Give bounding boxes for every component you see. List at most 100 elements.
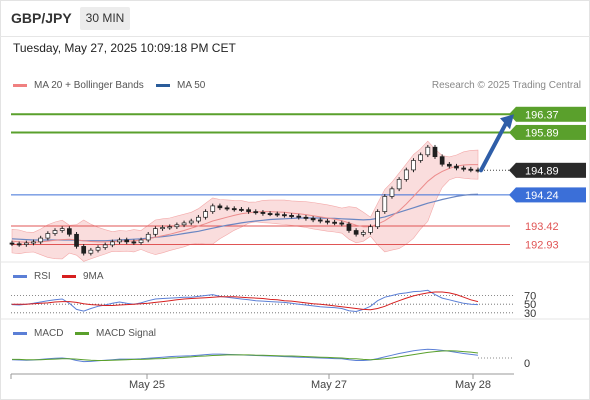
x-tick-label-2: May 28 bbox=[455, 379, 491, 391]
candle-body bbox=[160, 227, 165, 230]
candle-body bbox=[353, 230, 359, 235]
candle-body bbox=[95, 247, 101, 251]
candle-body bbox=[210, 205, 216, 212]
level-tag-195-89 bbox=[516, 124, 586, 140]
candle-body bbox=[23, 242, 29, 245]
legend-macd-label: MACD bbox=[34, 328, 64, 339]
chart-header: GBP/JPY 30 MIN bbox=[0, 0, 590, 37]
level-label-195-89: 195.89 bbox=[525, 127, 559, 139]
legend-macd-signal: MACD Signal bbox=[75, 328, 156, 339]
candle-body bbox=[131, 241, 137, 244]
candle-body bbox=[52, 230, 58, 234]
candle-body bbox=[339, 222, 345, 225]
candle-body bbox=[274, 213, 280, 216]
candle-body bbox=[418, 154, 423, 161]
candle-body bbox=[153, 228, 158, 235]
candle-body bbox=[88, 249, 94, 254]
rsi-level-label-30: 30 bbox=[524, 308, 536, 320]
x-tick-label-1: May 27 bbox=[311, 379, 347, 391]
candle-body bbox=[196, 216, 201, 222]
candle-body bbox=[325, 220, 330, 223]
candle-body bbox=[31, 241, 36, 244]
legend-rsi-label: RSI bbox=[34, 271, 51, 282]
forecast-arrow-head bbox=[500, 114, 514, 130]
candle-body bbox=[74, 233, 79, 247]
candle-body bbox=[174, 224, 180, 228]
level-tag-194-89 bbox=[516, 162, 586, 178]
candle-body bbox=[67, 228, 72, 235]
candle-body bbox=[454, 165, 459, 169]
candle-body bbox=[296, 215, 302, 218]
candle-body bbox=[396, 179, 402, 190]
legend-macd-swatch bbox=[13, 332, 27, 335]
candle-body bbox=[167, 226, 173, 229]
candle-body bbox=[461, 167, 467, 170]
level-tag-194-24 bbox=[516, 187, 586, 203]
candle-body bbox=[246, 209, 251, 212]
rsi-ma-line bbox=[12, 291, 479, 311]
level-label-192-93: 192.93 bbox=[525, 240, 559, 252]
candle-body bbox=[145, 233, 151, 241]
macd-signal-line bbox=[12, 350, 479, 361]
rsi-level-label-50: 50 bbox=[524, 299, 536, 311]
legend-ma50: MA 50 bbox=[156, 80, 205, 91]
candle-body bbox=[389, 188, 395, 197]
candle-body bbox=[468, 168, 474, 171]
candle-body bbox=[446, 163, 452, 167]
x-tick-label-0: May 25 bbox=[129, 379, 165, 391]
bollinger-band bbox=[11, 140, 479, 262]
candle-body bbox=[332, 221, 337, 224]
timeframe-button[interactable]: 30 MIN bbox=[80, 7, 130, 30]
legend-macd-signal-label: MACD Signal bbox=[96, 328, 157, 339]
macd-zero-label: 0 bbox=[524, 358, 530, 370]
timestamp: Tuesday, May 27, 2025 10:09:18 PM CET bbox=[13, 41, 236, 55]
candle-body bbox=[425, 146, 431, 156]
legend-ma20: MA 20 + Bollinger Bands bbox=[13, 80, 144, 91]
legend-ma20-swatch bbox=[13, 84, 27, 87]
level-tag-pointer bbox=[509, 162, 516, 178]
candle-body bbox=[231, 208, 237, 211]
ma50-line bbox=[11, 193, 479, 242]
level-tag-pointer bbox=[509, 124, 516, 140]
candle-body bbox=[110, 241, 115, 246]
ma20-line bbox=[11, 164, 478, 243]
level-tag-pointer bbox=[509, 106, 516, 122]
forecast-arrow-shaft bbox=[479, 121, 508, 173]
candle-body bbox=[102, 244, 108, 248]
copyright-text: Research © 2025 Trading Central bbox=[431, 80, 581, 91]
level-label-193-42: 193.42 bbox=[525, 221, 559, 233]
candle-body bbox=[188, 220, 194, 224]
rsi-line bbox=[11, 289, 479, 313]
legend-rsi-ma-label: 9MA bbox=[83, 271, 104, 282]
legend-rsi-ma: 9MA bbox=[62, 271, 104, 282]
legend-macd-signal-swatch bbox=[75, 332, 89, 335]
candle-body bbox=[253, 211, 259, 214]
candle-body bbox=[289, 215, 294, 217]
candle-body bbox=[203, 211, 208, 218]
candle-body bbox=[9, 242, 15, 245]
candle-body bbox=[138, 239, 144, 243]
candle-body bbox=[403, 169, 409, 180]
legend-macd: MACD bbox=[13, 328, 63, 339]
candle-body bbox=[81, 246, 87, 254]
candle-body bbox=[217, 205, 223, 209]
candle-body bbox=[303, 216, 309, 219]
candle-body bbox=[260, 211, 266, 214]
legend-ma50-label: MA 50 bbox=[177, 80, 206, 91]
candle-body bbox=[360, 232, 366, 235]
legend-rsi-swatch bbox=[13, 275, 27, 278]
candle-body bbox=[282, 214, 287, 217]
candle-body bbox=[439, 156, 445, 165]
level-label-194-24: 194.24 bbox=[525, 190, 559, 202]
candle-body bbox=[310, 218, 316, 221]
level-tag-196-37 bbox=[516, 106, 586, 122]
candle-body bbox=[124, 239, 130, 243]
candle-body bbox=[368, 226, 373, 233]
candle-body bbox=[224, 207, 230, 210]
legend-ma50-swatch bbox=[156, 84, 170, 87]
candle-body bbox=[317, 219, 323, 222]
candle-body bbox=[432, 146, 438, 158]
candle-body bbox=[117, 239, 122, 243]
candle-body bbox=[382, 196, 388, 212]
